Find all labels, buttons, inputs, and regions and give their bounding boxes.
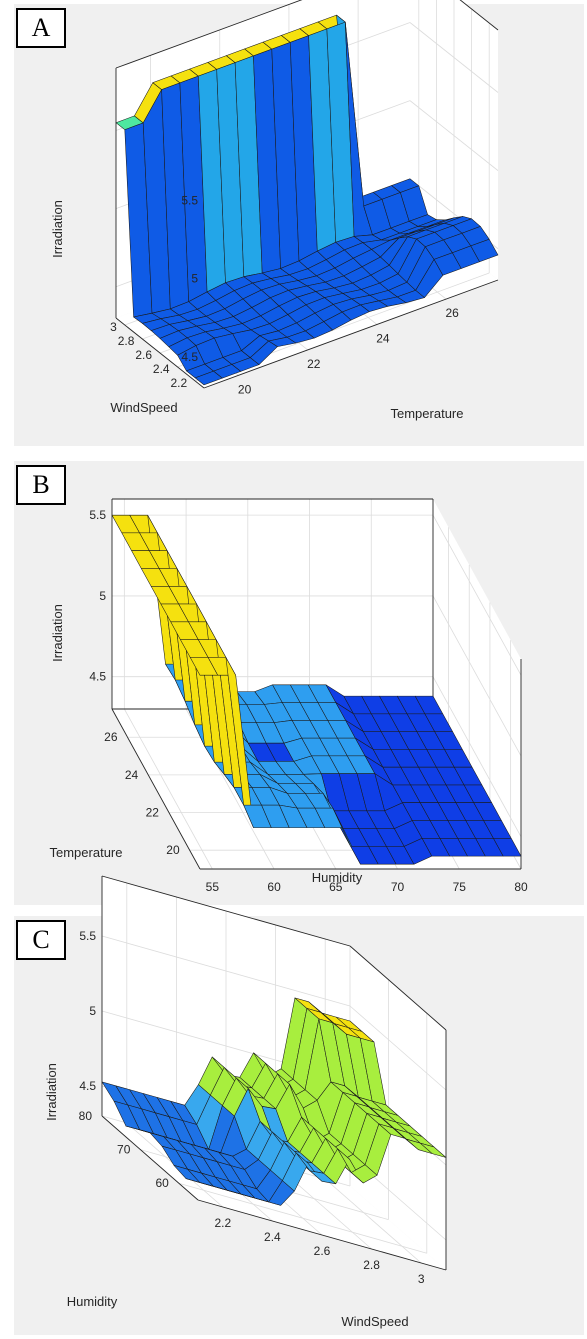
chart-panel-a: A 4.5 5 5.5 2.2 2.4 2.6 2.8 3 20 22 24 26 Irradiatio… [14,0,584,446]
axis-box-edge [203,279,499,389]
gridline [409,22,499,93]
x-tick-label: 65 [329,880,343,894]
gridline [324,1178,422,1264]
y-tick-label: 24 [125,768,139,782]
z-tick-label: 5 [89,1004,96,1018]
y-axis-label: Humidity [67,1294,118,1309]
y-axis-label: Temperature [50,845,123,860]
x-tick-label: 2.8 [363,1258,380,1272]
panel-label-c: C [16,920,66,960]
y-tick-label: 2.6 [135,348,152,362]
axis-box-edge [101,875,351,947]
x-tick-label: 24 [376,331,390,345]
surface-facet [419,1142,447,1158]
axis-box-edge [349,945,447,1031]
z-axis-label: Irradiation [44,1063,59,1121]
y-tick-label: 20 [166,843,180,857]
gridline [349,1005,447,1091]
x-axis-label: WindSpeed [341,1314,408,1329]
z-tick-label: 4.5 [79,1079,96,1093]
z-tick-label: 5.5 [89,508,106,522]
gridline [409,100,499,171]
chart-panel-b: B 4.5 5 5.5 20 22 24 26 55 60 65 70 75 80 Irradiation… [14,461,584,905]
y-tick-label: 80 [79,1109,93,1123]
z-axis-label: Irradiation [50,200,65,258]
axis-box-edge [197,1199,447,1271]
x-tick-label: 75 [453,880,467,894]
surface-facet [470,238,499,263]
axis-box-edge [111,708,201,870]
chart-panel-c: C 4.5 5 5.5 60 70 80 2.2 2.4 2.6 2.8 3 Irradiation H… [14,875,584,1335]
y-tick-label: 2.2 [171,376,188,390]
surface-facet [493,838,522,857]
y-axis-label: WindSpeed [110,400,177,415]
z-tick-label: 4.5 [181,350,198,364]
x-tick-label: 2.4 [264,1230,281,1244]
y-tick-label: 70 [117,1143,131,1157]
x-tick-label: 70 [391,880,405,894]
gridline [432,595,522,757]
y-tick-label: 60 [155,1176,169,1190]
y-tick-label: 22 [146,806,160,820]
y-tick-label: 2.4 [153,362,170,376]
x-tick-label: 2.2 [214,1216,231,1230]
z-axis-label: Irradiation [50,604,65,662]
surface-plot-b: 4.5 5 5.5 20 22 24 26 55 60 65 70 75 80 Irradiation Te… [50,498,528,894]
x-tick-label: 20 [238,382,252,396]
x-tick-label: 55 [206,880,220,894]
x-tick-label: 22 [307,357,321,371]
x-tick-label: 3 [418,1272,425,1286]
axis-box-edge [115,0,303,69]
gridline [123,708,213,870]
gridline [432,676,522,837]
x-tick-label: 60 [267,880,281,894]
gridline [432,514,522,676]
gridline [101,935,351,1007]
y-tick-label: 26 [104,730,118,744]
x-tick-label: 2.6 [314,1244,331,1258]
x-tick-label: 80 [514,880,528,894]
axis-box-edge [459,0,499,31]
x-axis-label: Temperature [391,406,464,421]
z-tick-label: 5.5 [79,929,96,943]
x-tick-label: 26 [445,306,459,320]
z-tick-label: 5 [191,272,198,286]
z-tick-label: 4.5 [89,670,106,684]
y-tick-label: 2.8 [118,334,135,348]
y-tick-label: 3 [110,320,117,334]
panel-label-a: A [16,8,66,48]
gridline [178,1182,427,1254]
x-axis-label: Humidity [312,870,363,885]
surface-plot-a: 4.5 5 5.5 2.22.42.62.83 20 22 24 26 Irradiation W… [50,0,499,421]
surface-plot-c: 4.5 5 5.5 60 70 80 2.2 2.4 2.6 2.8 3 Irradiation Hum… [44,875,447,1329]
side-wall [433,499,521,869]
panel-label-b: B [16,465,66,505]
z-tick-label: 5 [99,589,106,603]
axis-box-edge [101,1115,199,1201]
z-tick-label: 5.5 [181,194,198,208]
axis-box-edge [115,317,205,389]
